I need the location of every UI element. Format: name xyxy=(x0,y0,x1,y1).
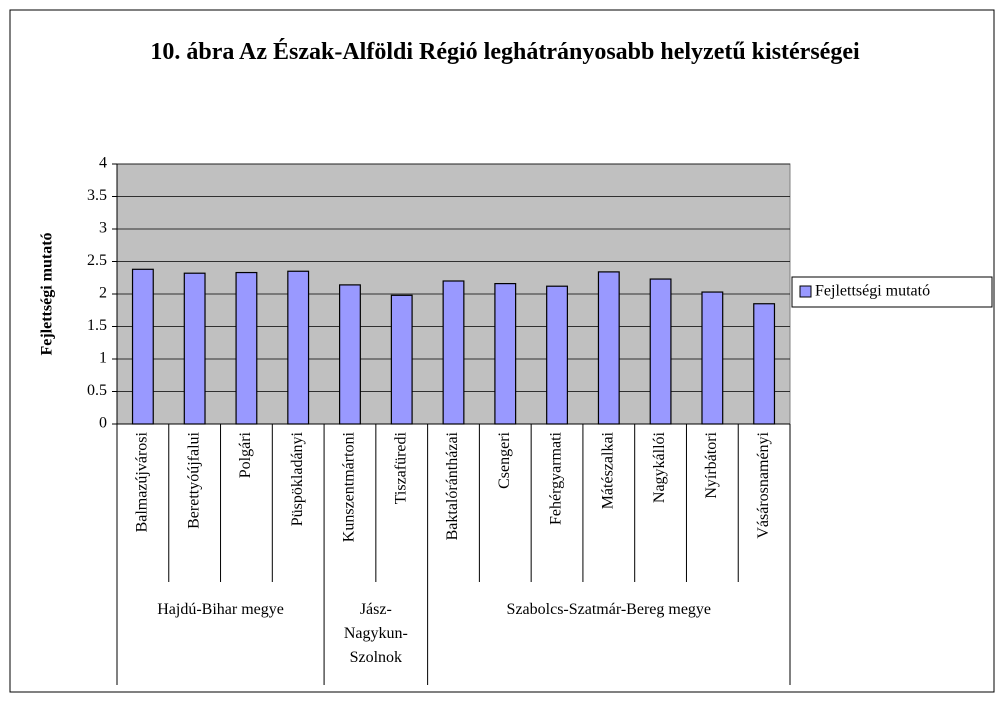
x-tick-label: Tiszafüredi xyxy=(392,431,409,504)
group-label-box: Hajdú-Bihar megye xyxy=(157,601,284,618)
bar xyxy=(597,271,620,425)
bar xyxy=(546,285,568,425)
bar xyxy=(287,270,310,425)
y-tick-label: 0 xyxy=(99,415,107,432)
bar xyxy=(183,272,206,425)
x-tick-label: Mátészalkai xyxy=(599,431,616,509)
y-tick-label: 4 xyxy=(99,155,107,172)
bar xyxy=(701,291,724,425)
x-tick-label: Vásárosnaményi xyxy=(755,431,772,538)
bar xyxy=(442,280,465,425)
y-tick-label: 2.5 xyxy=(87,252,107,269)
group-label-box: Jász-Nagykun-Szolnok xyxy=(343,601,408,666)
x-tick-label: Polgári xyxy=(237,431,254,478)
x-tick-label: Püspökladányi xyxy=(289,431,306,526)
y-axis-label: Fejlettségi mutató xyxy=(39,232,56,355)
x-tick-label: Csengeri xyxy=(496,431,513,488)
legend-swatch xyxy=(799,285,812,298)
y-tick-label: 1 xyxy=(99,350,107,367)
y-tick-label: 1.5 xyxy=(87,317,107,334)
bar xyxy=(753,303,776,425)
x-tick-label: Fehérgyarmati xyxy=(548,431,565,525)
y-tick-label: 3.5 xyxy=(87,187,107,204)
y-tick-label: 0.5 xyxy=(87,382,107,399)
legend-box xyxy=(791,276,993,308)
title-box: 10. ábra Az Észak-Alföldi Régió leghátrá… xyxy=(150,39,860,65)
group-label: Hajdú-Bihar megye xyxy=(157,601,284,618)
group-label: Jász-Nagykun-Szolnok xyxy=(343,601,408,666)
bar xyxy=(131,268,154,425)
chart-title: 10. ábra Az Észak-Alföldi Régió leghátrá… xyxy=(150,39,860,65)
bar xyxy=(390,294,413,425)
x-tick-label: Berettyóújfalui xyxy=(185,431,202,528)
y-tick-label: 2 xyxy=(99,285,107,302)
y-tick-label: 3 xyxy=(99,220,107,237)
group-label-box: Szabolcs-Szatmár-Bereg megye xyxy=(506,601,712,618)
x-tick-label: Nagykállói xyxy=(651,431,668,503)
x-tick-label: Nyírbátori xyxy=(703,431,720,498)
bar xyxy=(494,283,517,425)
group-label: Szabolcs-Szatmár-Bereg megye xyxy=(506,601,712,618)
bar xyxy=(235,271,258,425)
x-tick-label: Kunszentmártoni xyxy=(341,431,358,542)
bar xyxy=(649,278,672,425)
x-tick-label: Baktalórántházai xyxy=(444,431,461,540)
legend-label: Fejlettségi mutató xyxy=(815,283,930,300)
bar xyxy=(339,284,361,425)
x-tick-label: Balmazújvárosi xyxy=(134,431,151,532)
